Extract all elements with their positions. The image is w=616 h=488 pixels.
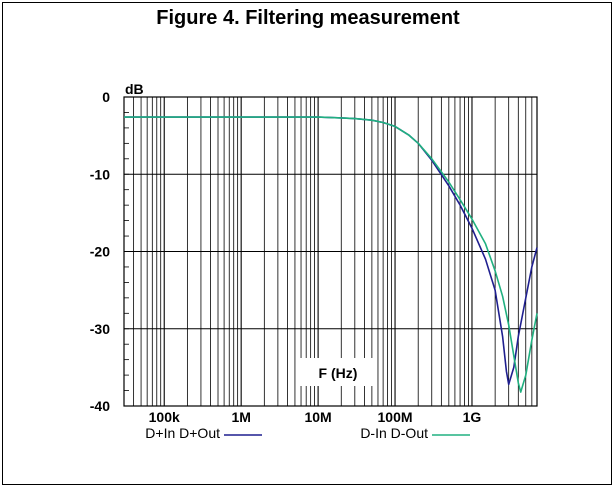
legend-label-1: D+In D+Out (145, 425, 220, 441)
x-axis-label: F (Hz) (319, 365, 358, 381)
x-tick-label: 100k (149, 409, 180, 425)
y-tick-label: -30 (90, 321, 110, 337)
x-tick-label: 1G (463, 409, 482, 425)
y-axis-label: dB (125, 81, 144, 97)
x-tick-label: 10M (304, 409, 331, 425)
tick-labels: 0 -10 -20 -30 -40 100k 1M 10M 100M 1G (90, 89, 482, 425)
x-axis-label-box: F (Hz) (300, 358, 377, 386)
y-tick-label: -20 (90, 244, 110, 260)
series-line-1 (124, 116, 538, 386)
x-tick-label: 1M (231, 409, 250, 425)
legend: D+In D+Out D-In D-Out (145, 425, 470, 441)
series-line-2 (124, 116, 538, 393)
x-tick-label: 100M (378, 409, 413, 425)
figure-title: Figure 4. Filtering measurement (156, 7, 460, 29)
series-lines (124, 116, 538, 393)
axes (123, 96, 538, 407)
y-tick-label: -10 (90, 166, 110, 182)
plot-border (123, 96, 538, 407)
y-tick-label: -40 (90, 398, 110, 414)
legend-label-2: D-In D-Out (360, 425, 428, 441)
y-tick-label: 0 (102, 89, 110, 105)
